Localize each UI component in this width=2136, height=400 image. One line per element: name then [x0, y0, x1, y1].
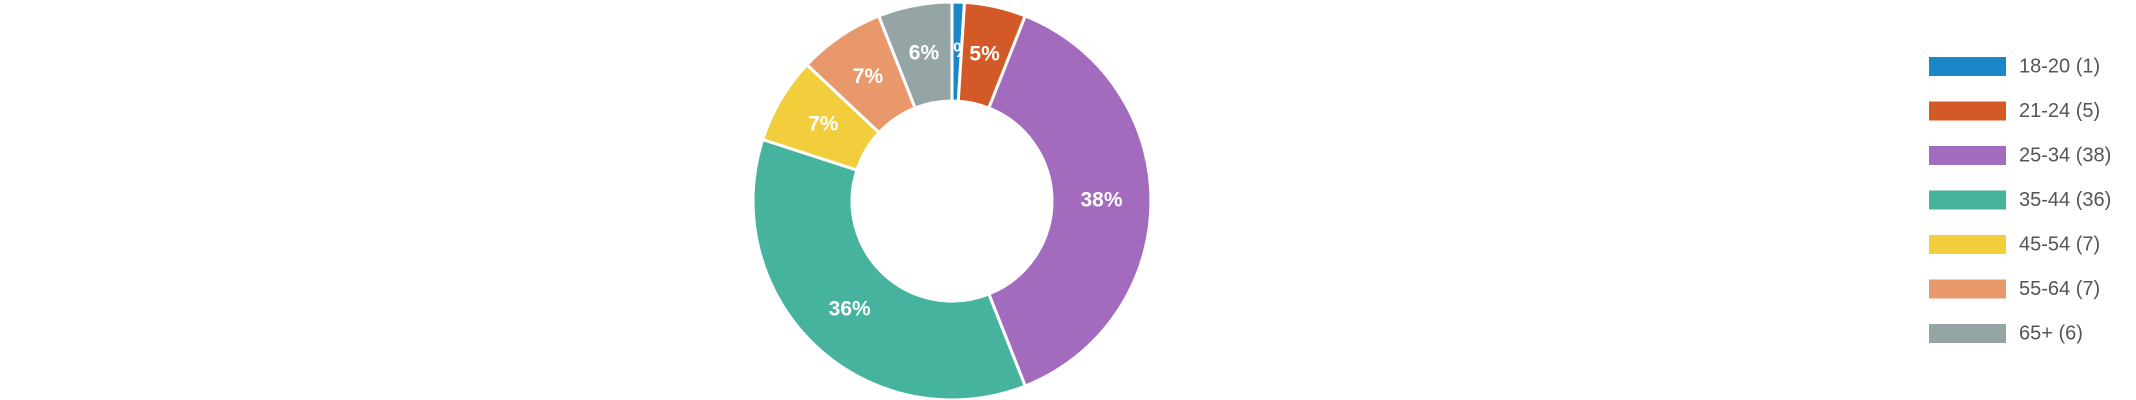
- slice-label: 38%: [1080, 189, 1122, 212]
- legend-label: 55-64 (7): [2019, 278, 2100, 300]
- legend-label: 35-44 (36): [2019, 189, 2111, 211]
- slice-label: 5%: [969, 43, 1000, 66]
- slice-label: 36%: [829, 298, 871, 321]
- slice-label: 7%: [853, 65, 884, 88]
- legend-swatch: [1929, 190, 2006, 210]
- legend-label: 65+ (6): [2019, 322, 2083, 344]
- legend-swatch: [1929, 235, 2006, 254]
- legend-label: 18-20 (1): [2019, 55, 2100, 77]
- legend-swatch: [1929, 279, 2006, 299]
- slice: [986, 14, 1153, 388]
- legend-label: 21-24 (5): [2019, 100, 2100, 122]
- legend-swatch: [1929, 324, 2006, 343]
- legend-label: 25-34 (38): [2019, 144, 2111, 166]
- legend-swatch: [1929, 101, 2006, 121]
- slice: [876, 0, 954, 110]
- legend-swatch: [1929, 57, 2006, 76]
- legend-label: 45-54 (7): [2019, 233, 2100, 255]
- legend-swatch: [1929, 146, 2006, 165]
- slice-label: 7%: [808, 112, 839, 135]
- slice: [751, 137, 1028, 400]
- slice-label: 6%: [909, 42, 940, 65]
